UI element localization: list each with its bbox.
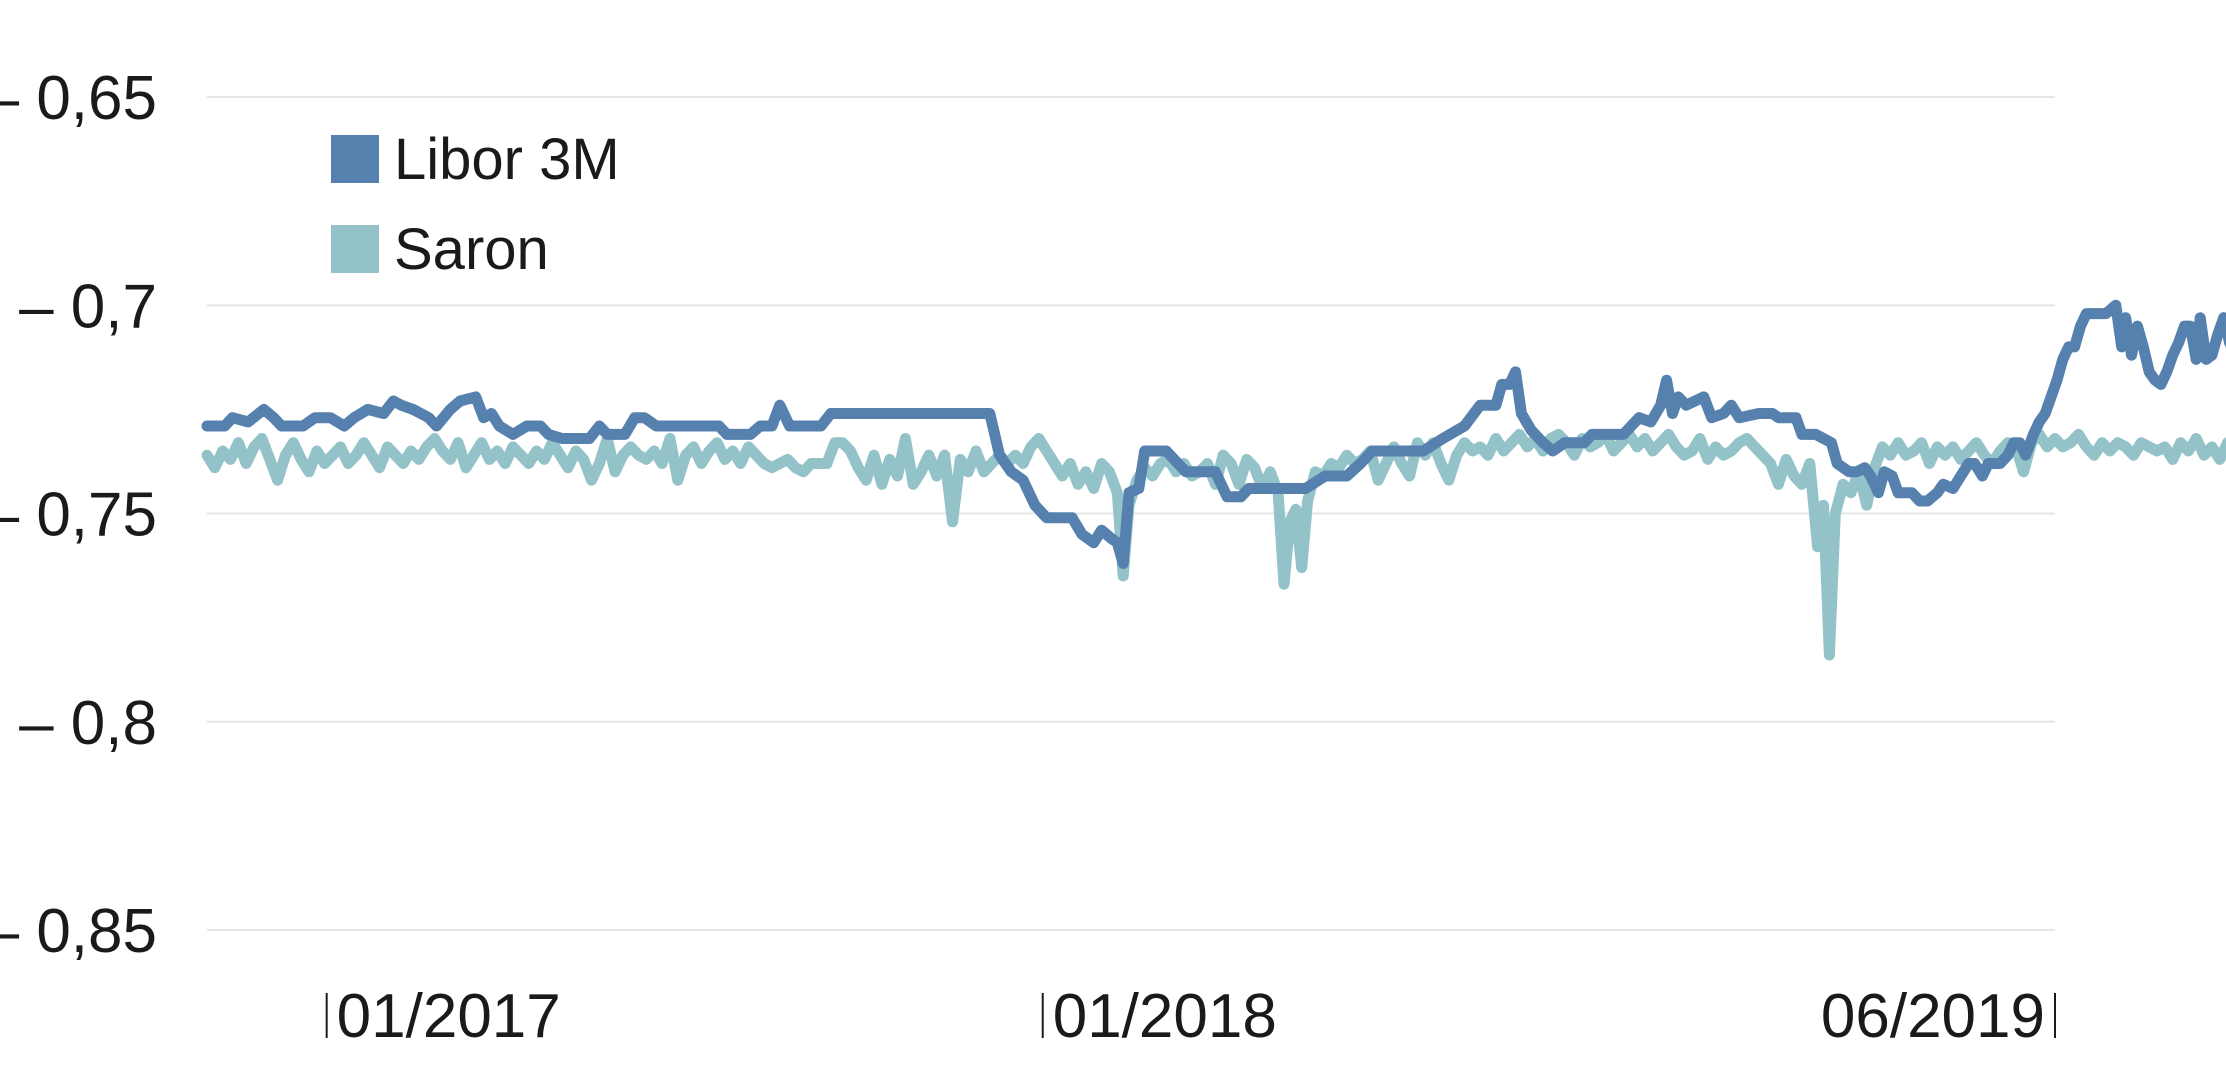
series-line-1 [201, 428, 2226, 661]
legend-swatch [331, 225, 379, 273]
y-axis: – 0,65 – 0,7 – 0,75 – 0,8 – 0,85 [0, 64, 157, 966]
y-tick-label: – 0,8 [19, 689, 157, 758]
legend: Libor 3M Saron [331, 127, 620, 282]
y-tick-label: – 0,65 [0, 64, 157, 133]
y-tick-label: – 0,75 [0, 481, 157, 550]
x-axis: 01/2017 01/2018 06/2019 [325, 982, 2056, 1051]
legend-label: Saron [394, 217, 549, 282]
legend-swatch [331, 135, 379, 183]
series-lines [201, 299, 2226, 661]
y-tick-label: – 0,7 [19, 272, 157, 341]
legend-label: Libor 3M [394, 127, 620, 192]
y-tick-label: – 0,85 [0, 897, 157, 966]
x-tick-label: 06/2019 [1821, 982, 2045, 1051]
x-tick-label: 01/2017 [337, 982, 561, 1051]
x-tick-label: 01/2018 [1053, 982, 1277, 1051]
series-line-0 [201, 299, 2226, 569]
